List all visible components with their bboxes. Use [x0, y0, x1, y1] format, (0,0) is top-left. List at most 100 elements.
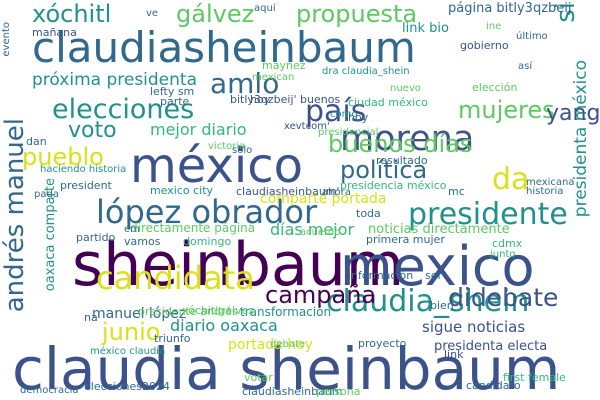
word: gobierno — [460, 39, 509, 52]
word: voto — [68, 118, 117, 143]
word: próxima presidenta — [32, 70, 198, 90]
word: bien — [430, 299, 454, 312]
word: mc — [448, 185, 465, 198]
word: claudiasheinbaum — [242, 385, 343, 398]
word: votar — [244, 371, 273, 384]
word: ve — [146, 8, 159, 19]
word: cdmx — [492, 237, 523, 250]
word: elecciones2024 — [84, 380, 170, 393]
word: país — [305, 94, 367, 129]
word: xóchitl — [32, 0, 112, 28]
word: claudiasheinbaum — [32, 23, 416, 72]
word: manuel lópez — [92, 306, 187, 322]
word: presidente andrés — [138, 305, 238, 318]
word: ahora — [322, 187, 351, 198]
word: morena — [340, 119, 475, 159]
word: junto — [490, 249, 516, 260]
word: hoy — [348, 111, 369, 124]
word: yang — [546, 101, 600, 126]
word: primera mujer — [366, 233, 445, 246]
word: amlo — [210, 67, 280, 100]
word: mexican — [252, 72, 295, 83]
word: democracia — [20, 385, 79, 396]
word: presidencia méxico — [340, 179, 447, 192]
word: nuevo — [390, 83, 421, 94]
word: pueblo — [22, 143, 104, 171]
word: noticias directamente — [368, 222, 510, 237]
word: proyecto — [358, 337, 407, 350]
word: maynez — [262, 59, 306, 72]
word: política — [340, 156, 428, 184]
word: toda — [356, 207, 381, 220]
word: candidata — [96, 259, 255, 297]
word: aquí — [254, 3, 276, 14]
word: lópez obrador — [96, 193, 318, 231]
word: dan — [26, 135, 47, 148]
word: presidenta méxico — [571, 60, 591, 218]
word: ciudad méxico — [348, 96, 428, 109]
word: claudiasheinbaum' — [236, 185, 340, 198]
word: cómo — [330, 109, 358, 120]
word: historia — [526, 186, 564, 197]
word: victoria — [208, 141, 246, 152]
word: diario oaxaca — [170, 316, 278, 335]
word: último — [516, 31, 548, 42]
word: pada — [34, 189, 59, 200]
word: resultado — [376, 154, 428, 167]
word: días mejor — [270, 220, 355, 239]
word: junio — [102, 318, 161, 346]
word: first female — [503, 371, 566, 384]
word: mexico — [340, 235, 535, 298]
word: propuesta — [296, 0, 418, 28]
word: em — [124, 224, 140, 235]
word: presidenta electa — [434, 339, 548, 354]
word: link bio — [402, 21, 449, 36]
word: buenos días — [328, 130, 473, 158]
word: bitly3qzbeij' buenos — [230, 93, 341, 106]
word: información — [348, 269, 414, 282]
word: claudia sheinbaum — [12, 335, 561, 400]
word: dra claudia_shein — [322, 66, 410, 77]
word: mañana — [32, 26, 77, 39]
word: xevtcom' — [284, 121, 330, 132]
word: sheinbaum — [72, 230, 405, 300]
word: directamente página — [130, 221, 256, 235]
word: elecciones — [52, 94, 195, 125]
word: presidencial — [318, 127, 379, 138]
word: ine — [486, 21, 502, 32]
word: da — [492, 162, 530, 197]
word: didebate — [448, 283, 559, 312]
word: haciendo historia — [40, 164, 127, 175]
word: partido — [76, 231, 116, 244]
word: debate — [270, 339, 306, 350]
word: mujeres — [458, 96, 555, 124]
word: xóchitlgalvez — [182, 304, 255, 317]
word: mexicana — [526, 177, 575, 188]
word: andrés manuel — [0, 118, 30, 313]
word: gálvez — [176, 0, 255, 28]
word: parte — [160, 95, 190, 108]
word: lefty sm — [150, 85, 195, 98]
word: elección — [472, 81, 518, 94]
word: solo — [232, 145, 253, 156]
word: persona — [316, 385, 361, 398]
word: página bitly3qzbeij — [448, 1, 572, 16]
word: ser — [425, 269, 443, 282]
word: hoy — [250, 93, 271, 106]
word: méxico — [130, 138, 303, 194]
word: portada hoy — [228, 337, 313, 353]
word: triunfo — [154, 332, 191, 345]
word: link — [444, 348, 464, 361]
word: méxico claudia — [90, 346, 166, 357]
word: mexico city — [150, 184, 214, 197]
word: presidente — [408, 197, 568, 232]
word: mejor diario — [150, 120, 247, 139]
word: claudia_shein — [326, 284, 530, 319]
word: transformación — [240, 305, 332, 319]
word: sigue noticias — [422, 318, 526, 336]
word: evento — [1, 22, 12, 57]
word: vamos — [124, 235, 161, 248]
word: candidato — [466, 379, 521, 392]
word: domingo — [183, 235, 232, 248]
